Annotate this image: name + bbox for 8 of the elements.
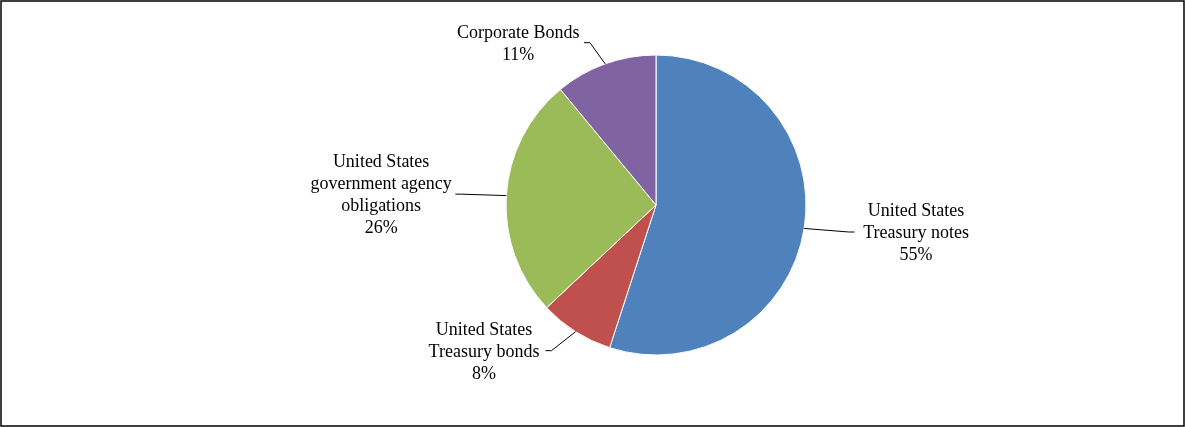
data-label: 26% bbox=[364, 217, 398, 238]
slice-label: United States Treasury bonds bbox=[428, 318, 540, 361]
slice-label: United States Treasury notes bbox=[863, 199, 970, 242]
data-label: 11% bbox=[502, 43, 535, 64]
data-label: 55% bbox=[899, 243, 933, 264]
slice-label: Corporate Bonds bbox=[456, 21, 580, 42]
data-label: 8% bbox=[472, 362, 497, 383]
slice-label: United States government agency obligations bbox=[310, 151, 452, 216]
